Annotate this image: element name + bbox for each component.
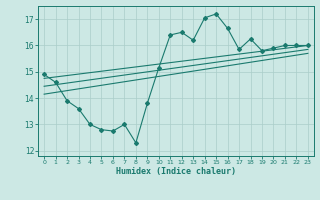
X-axis label: Humidex (Indice chaleur): Humidex (Indice chaleur) [116, 167, 236, 176]
